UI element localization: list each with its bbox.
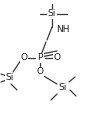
Text: O: O — [21, 53, 27, 63]
Text: Si: Si — [6, 74, 14, 82]
Text: NH: NH — [56, 25, 70, 34]
Text: O: O — [54, 53, 60, 61]
Text: Si: Si — [48, 10, 56, 19]
Text: Si: Si — [59, 84, 67, 93]
Text: P: P — [37, 53, 43, 63]
Text: O: O — [37, 67, 44, 76]
